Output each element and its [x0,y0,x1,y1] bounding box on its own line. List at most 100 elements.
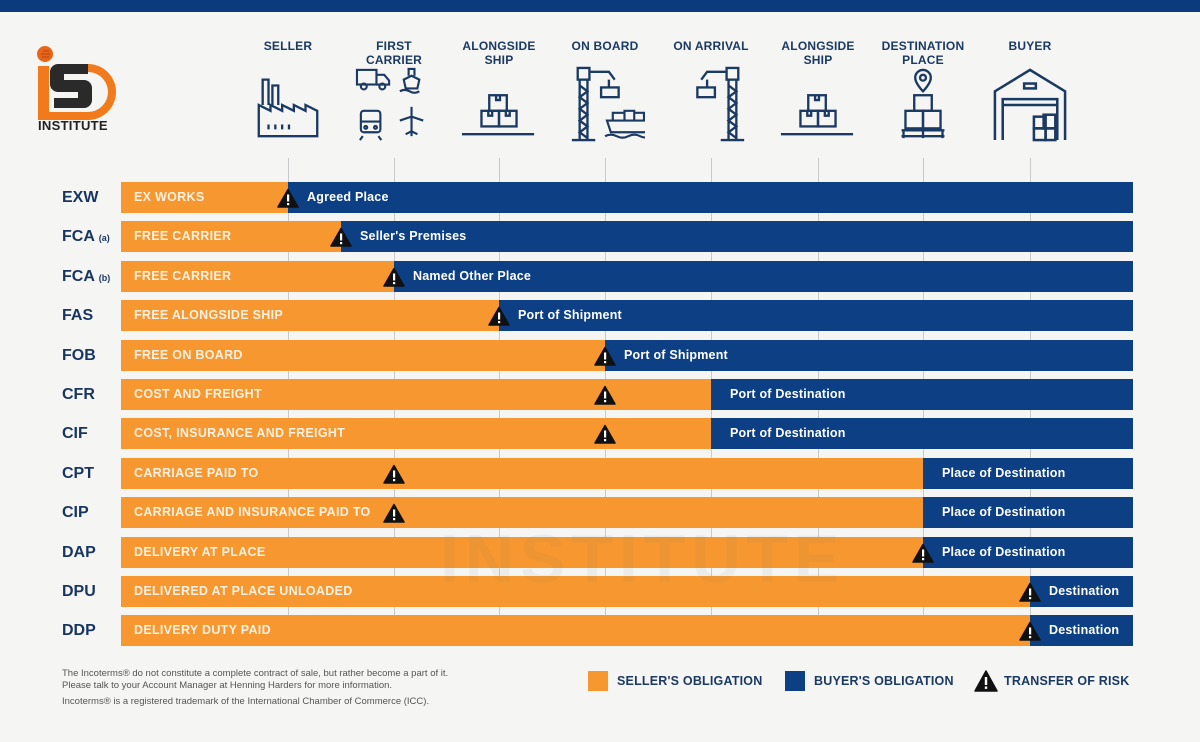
buyer-obligation-segment [499,300,1133,331]
incoterm-code: DPU [62,576,96,607]
column-header-line: DESTINATION [881,39,965,53]
legend-seller: SELLER'S OBLIGATION [588,670,762,692]
incoterm-code: DAP [62,537,96,568]
transfer-of-risk-icon [383,464,405,484]
seller-obligation-segment [121,497,923,528]
transfer-of-risk-icon [594,346,616,366]
delivery-point-label: Place of Destination [942,466,1066,480]
pallet-location-icon [901,68,945,139]
logo-text: INSTITUTE [38,118,108,133]
incoterm-code: DDP [62,615,96,646]
footnote-line-2: Please talk to your Account Manager at H… [62,680,393,691]
incoterm-code-text: FAS [62,307,94,324]
transfer-of-risk-icon [383,267,405,287]
incoterm-code-variant: (b) [98,273,111,283]
legend-buyer-label: BUYER'S OBLIGATION [814,674,954,688]
incoterm-bar: COST, INSURANCE AND FREIGHT Port of Desti… [121,418,1133,449]
incoterm-code-text: CPT [62,465,94,482]
incoterm-code-text: FCA [62,228,95,245]
seller-obligation-segment [121,458,923,489]
transfer-of-risk-icon [383,503,405,523]
transfer-of-risk-icon [1019,621,1041,641]
seller-swatch [588,671,608,691]
incoterm-bar: COST AND FREIGHT Port of Destination [121,379,1133,410]
delivery-point-label: Destination [1049,584,1120,598]
transfer-of-risk-icon [594,385,616,405]
incoterm-name: FREE ON BOARD [134,348,243,362]
delivery-point-label: Named Other Place [413,269,532,283]
incoterm-name: DELIVERY DUTY PAID [134,623,271,637]
buyer-obligation-segment [394,261,1133,292]
crane-unloading-icon [696,66,745,142]
delivery-point-label: Port of Destination [730,426,846,440]
incoterm-bar: DELIVERY DUTY PAID Destination [121,615,1133,646]
buyer-obligation-segment [1030,576,1133,607]
seller-obligation-segment [121,379,711,410]
seller-obligation-segment [121,615,1030,646]
incoterm-code-text: FCA [62,268,95,285]
incoterm-code: EXW [62,182,98,213]
footnote-line-1: The Incoterms® do not constitute a compl… [62,668,449,679]
transfer-of-risk-icon [594,424,616,444]
transfer-of-risk-icon [277,188,299,208]
column-header-line: PLACE [902,53,944,67]
incoterm-bar: EX WORKS Agreed Place [121,182,1133,213]
seller-obligation-segment [121,182,288,213]
incoterm-name: CARRIAGE AND INSURANCE PAID TO [134,505,371,519]
incoterm-code-text: CIF [62,425,88,442]
seller-obligation-segment [121,221,341,252]
column-header-line: ON ARRIVAL [673,39,749,53]
transfer-of-risk-icon [488,306,510,326]
incoterm-name: FREE CARRIER [134,229,232,243]
incoterm-name: FREE CARRIER [134,269,232,283]
delivery-point-label: Destination [1049,623,1120,637]
column-header-line: CARRIER [365,53,423,67]
delivery-point-label: Port of Shipment [624,348,728,362]
column-header-line: SELLER [263,39,313,53]
incoterm-bar: CARRIAGE AND INSURANCE PAID TO Place of D… [121,497,1133,528]
delivery-point-label: Port of Shipment [518,308,622,322]
seller-obligation-segment [121,576,1030,607]
incoterm-code-text: DPU [62,583,96,600]
incoterm-code: CPT [62,458,94,489]
transfer-of-risk-icon [1019,582,1041,602]
incoterm-bar: FREE ON BOARD Port of Shipment [121,340,1133,371]
delivery-point-label: Port of Destination [730,387,846,401]
crane-loading-icon [571,66,645,142]
incoterm-name: EX WORKS [134,190,205,204]
transport-modes-icon [355,67,424,141]
column-header: ON ARRIVAL [656,39,766,53]
incoterm-bar: FREE CARRIER Named Other Place [121,261,1133,292]
isd-institute-logo [37,46,116,120]
column-header-line: ALONGSIDE [462,39,536,53]
buyer-obligation-segment [288,182,1133,213]
incoterm-name: COST AND FREIGHT [134,387,262,401]
incoterm-code-text: CFR [62,386,95,403]
incoterm-name: DELIVERY AT PLACE [134,545,266,559]
incoterm-name: DELIVERED AT PLACE UNLOADED [134,584,353,598]
column-header-line: ON BOARD [571,39,639,53]
seller-obligation-segment [121,537,923,568]
seller-obligation-segment [121,300,499,331]
buyer-obligation-segment [923,537,1133,568]
delivery-point-label: Place of Destination [942,545,1066,559]
incoterm-code: FAS [62,300,93,331]
transfer-of-risk-icon [912,543,934,563]
column-header-line: ALONGSIDE [781,39,855,53]
incoterm-bar: FREE CARRIER Seller's Premises [121,221,1133,252]
buyer-obligation-segment [711,379,1133,410]
column-header-line: SHIP [803,53,833,67]
boxes-on-quay-icon [461,94,535,136]
boxes-on-quay-icon [780,94,854,136]
column-header: ON BOARD [550,39,660,53]
buyer-obligation-segment [1030,615,1133,646]
seller-obligation-segment [121,261,394,292]
delivery-point-label: Place of Destination [942,505,1066,519]
buyer-obligation-segment [923,497,1133,528]
incoterm-bar: CARRIAGE PAID TO Place of Destination [121,458,1133,489]
footnote-line-3: Incoterms® is a registered trademark of … [62,696,430,707]
incoterm-code: FCA (b) [62,261,110,292]
incoterm-name: COST, INSURANCE AND FREIGHT [134,426,346,440]
column-header: BUYER [975,39,1085,53]
legend-risk-label: TRANSFER OF RISK [1004,674,1130,688]
